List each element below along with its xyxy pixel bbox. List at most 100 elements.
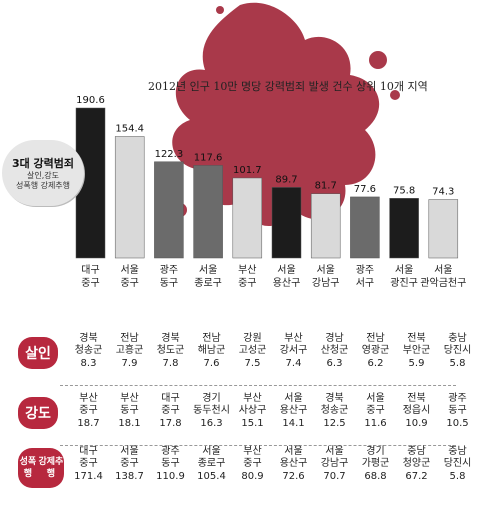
cell-region: 대구 bbox=[161, 393, 180, 404]
cell-value: 7.6 bbox=[203, 358, 220, 369]
table-cell: 충남 당진시 5.8 bbox=[437, 333, 478, 370]
table-cell: 서울 종로구 105.4 bbox=[191, 446, 232, 483]
category-badge: 살인 bbox=[18, 337, 58, 369]
cell-district: 중구 bbox=[120, 458, 139, 469]
cell-region: 대구 bbox=[79, 446, 98, 457]
callout-line-1: 살인,강도 bbox=[27, 171, 59, 180]
cell-region: 경북 bbox=[161, 333, 180, 344]
cell-district: 청양군 bbox=[402, 458, 431, 469]
cell-district: 동구 bbox=[448, 405, 467, 416]
chart-title: 2012년 인구 10만 명당 강력범죄 발생 건수 상위 10개 지역 bbox=[148, 80, 428, 93]
table-cell: 전남 고흥군 7.9 bbox=[109, 333, 150, 370]
category-label-8-1: 광진구 bbox=[390, 277, 418, 289]
table-cell: 광주 동구 110.9 bbox=[150, 446, 191, 483]
cell-region: 충남 bbox=[448, 333, 467, 344]
category-label-5-0: 서울 bbox=[277, 264, 295, 276]
cell-value: 7.9 bbox=[121, 358, 138, 369]
badge-text: 성폭행 bbox=[19, 457, 37, 479]
category-label-9-1: 관악금천구 bbox=[420, 277, 466, 289]
table-cell: 광주 동구 10.5 bbox=[437, 393, 478, 430]
category-label-9-0: 서울 bbox=[434, 264, 452, 276]
cell-district: 동구 bbox=[120, 405, 139, 416]
cell-region: 강원 bbox=[243, 333, 262, 344]
table-cell: 전북 부안군 5.9 bbox=[396, 333, 437, 370]
table-cell: 부산 중구 80.9 bbox=[232, 446, 273, 483]
cell-district: 고성군 bbox=[238, 345, 267, 356]
cell-value: 67.2 bbox=[405, 471, 428, 482]
category-label-1-0: 서울 bbox=[120, 264, 138, 276]
cell-district: 가평군 bbox=[361, 458, 390, 469]
cell-region: 부산 bbox=[120, 393, 139, 404]
bar-2 bbox=[154, 161, 184, 259]
cell-value: 7.8 bbox=[162, 358, 179, 369]
cell-district: 강서구 bbox=[279, 345, 308, 356]
table-cell: 서울 용산구 14.1 bbox=[273, 393, 314, 430]
cell-region: 서울 bbox=[202, 446, 221, 457]
bar-value-label-0: 190.6 bbox=[76, 95, 105, 106]
table-cell: 부산 중구 18.7 bbox=[68, 393, 109, 430]
cell-district: 당진시 bbox=[443, 345, 472, 356]
category-label-7-0: 광주 bbox=[356, 264, 374, 276]
cell-region: 서울 bbox=[284, 393, 303, 404]
cell-district: 해남군 bbox=[197, 345, 226, 356]
cell-value: 7.4 bbox=[285, 358, 302, 369]
table-cell: 경북 청송군 12.5 bbox=[314, 393, 355, 430]
table-cell: 부산 동구 18.1 bbox=[109, 393, 150, 430]
cell-region: 전북 bbox=[407, 333, 426, 344]
table-row: 부산 중구 18.7 부산 동구 18.1 대구 중구 17.8 경기 동두천시 16.3 부산 사상구 1… bbox=[68, 393, 478, 430]
table-cell: 대구 중구 17.8 bbox=[150, 393, 191, 430]
category-badge: 강도 bbox=[18, 397, 58, 429]
badge-text: 살인 bbox=[25, 346, 51, 362]
cell-region: 충남 bbox=[407, 446, 426, 457]
cell-region: 서울 bbox=[325, 446, 344, 457]
table-cell: 부산 강서구 7.4 bbox=[273, 333, 314, 370]
cell-district: 중구 bbox=[366, 405, 385, 416]
cell-value: 171.4 bbox=[74, 471, 103, 482]
bar-5 bbox=[271, 187, 302, 259]
badge-text: 강제추행 bbox=[38, 457, 64, 479]
bar-value-label-5: 89.7 bbox=[275, 174, 297, 185]
category-label-5-1: 용산구 bbox=[273, 277, 301, 289]
cell-district: 중구 bbox=[161, 405, 180, 416]
bar-value-label-6: 81.7 bbox=[315, 181, 337, 192]
cell-region: 서울 bbox=[284, 446, 303, 457]
cell-region: 부산 bbox=[79, 393, 98, 404]
cell-district: 용산구 bbox=[279, 405, 308, 416]
category-label-8-0: 서울 bbox=[395, 264, 413, 276]
category-label-1-1: 중구 bbox=[120, 277, 138, 289]
cell-district: 부안군 bbox=[402, 345, 431, 356]
cell-value: 10.9 bbox=[405, 418, 428, 429]
bar-value-label-3: 117.6 bbox=[194, 152, 223, 163]
bar-9 bbox=[428, 199, 459, 259]
category-label-2-0: 광주 bbox=[160, 264, 178, 276]
cell-region: 충남 bbox=[448, 446, 467, 457]
divider bbox=[60, 445, 456, 446]
table-section-0: 살인 경북 청송군 8.3 전남 고흥군 7.9 경북 청도군 7.8 전남 해남군 7.6 강원 고성군 7… bbox=[18, 333, 471, 389]
cell-region: 전남 bbox=[202, 333, 221, 344]
table-cell: 부산 사상구 15.1 bbox=[232, 393, 273, 430]
category-label-0-0: 대구 bbox=[81, 264, 99, 276]
category-label-3-0: 서울 bbox=[199, 264, 217, 276]
cell-value: 11.6 bbox=[364, 418, 387, 429]
cell-district: 당진시 bbox=[443, 458, 472, 469]
table-cell: 경기 동두천시 16.3 bbox=[191, 393, 232, 430]
bar-value-label-8: 75.8 bbox=[393, 185, 415, 196]
cell-value: 12.5 bbox=[323, 418, 346, 429]
table-cell: 서울 중구 11.6 bbox=[355, 393, 396, 430]
category-label-6-0: 서울 bbox=[316, 264, 334, 276]
table-cell: 충남 청양군 67.2 bbox=[396, 446, 437, 483]
cell-value: 10.5 bbox=[446, 418, 469, 429]
bar-value-label-9: 74.3 bbox=[432, 187, 454, 198]
table-cell: 경북 청송군 8.3 bbox=[68, 333, 109, 370]
table-cell: 전남 해남군 7.6 bbox=[191, 333, 232, 370]
category-label-3-1: 종로구 bbox=[194, 277, 222, 289]
cell-district: 강남구 bbox=[320, 458, 349, 469]
category-label-2-1: 동구 bbox=[160, 277, 178, 289]
cell-value: 5.8 bbox=[449, 358, 466, 369]
cell-value: 72.6 bbox=[282, 471, 305, 482]
category-badge: 성폭행 강제추행 bbox=[18, 448, 64, 488]
table-cell: 서울 중구 138.7 bbox=[109, 446, 150, 483]
